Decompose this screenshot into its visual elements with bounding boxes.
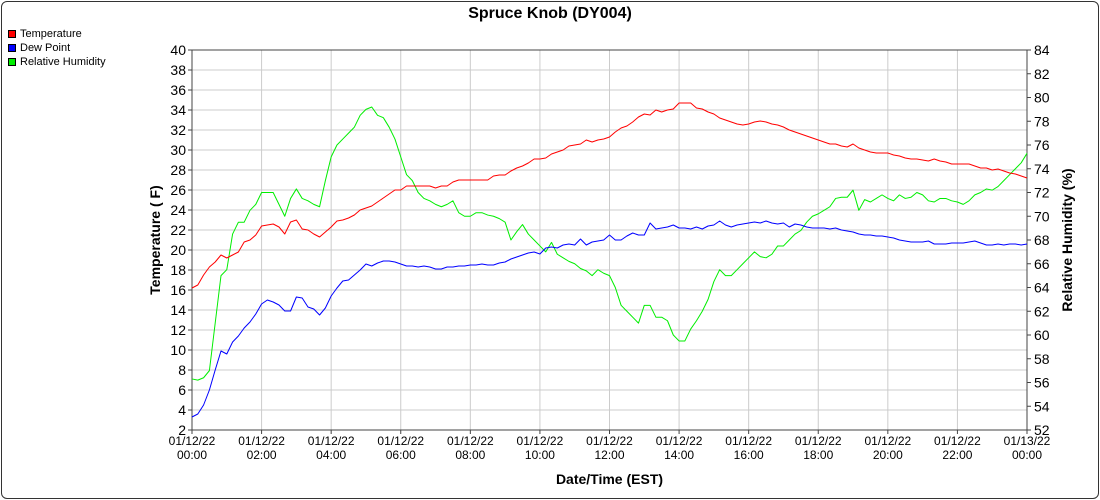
y-right-axis-title: Relative Humidity (%) [1059,168,1075,311]
dew-point-line [191,220,1028,418]
x-tick-label-date: 01/12/22 [169,434,216,448]
legend-label-dew-point: Dew Point [20,42,71,54]
temperature-line [191,102,1028,289]
x-tick-label-time: 08:00 [455,448,485,462]
legend: Temperature Dew Point Relative Humidity [8,27,106,69]
y-left-tick-label: 24 [170,202,186,218]
y-right-tick-label: 54 [1034,398,1050,414]
x-tick-label-time: 22:00 [942,448,972,462]
x-tick-label-date: 01/12/22 [447,434,494,448]
x-tick-label-time: 14:00 [664,448,694,462]
chart-title: Spruce Knob (DY004) [468,5,632,22]
x-tick-label-date: 01/12/22 [377,434,424,448]
y-left-tick-label: 10 [170,342,186,358]
y-right-tick-label: 84 [1034,42,1050,58]
y-left-tick-label: 34 [170,102,186,118]
y-left-tick-label: 18 [170,262,186,278]
x-tick-label-date: 01/12/22 [308,434,355,448]
legend-swatch-temperature [8,30,16,38]
x-tick-label-date: 01/12/22 [864,434,911,448]
legend-swatch-relative-humidity [8,58,16,66]
y-right-tick-label: 62 [1034,303,1050,319]
x-tick-label-date: 01/12/22 [238,434,285,448]
x-tick-label-time: 18:00 [803,448,833,462]
y-right-tick-label: 72 [1034,185,1050,201]
legend-item-temperature: Temperature [8,27,106,41]
y-left-tick-label: 6 [178,382,186,398]
x-tick-label-date: 01/12/22 [795,434,842,448]
x-tick-label-time: 02:00 [247,448,277,462]
y-right-tick-label: 78 [1034,113,1050,129]
y-right-tick-label: 68 [1034,232,1050,248]
y-left-tick-label: 40 [170,42,186,58]
y-right-tick-label: 66 [1034,256,1050,272]
y-right-tick-label: 80 [1034,90,1050,106]
y-left-tick-label: 36 [170,82,186,98]
y-right-tick-label: 76 [1034,137,1050,153]
y-left-tick-label: 8 [178,362,186,378]
legend-swatch-dew-point [8,44,16,52]
y-right-tick-label: 82 [1034,66,1050,82]
x-tick-label-time: 00:00 [1012,448,1042,462]
y-left-tick-label: 2 [178,422,186,438]
y-right-tick-label: 74 [1034,161,1050,177]
x-tick-label-time: 04:00 [316,448,346,462]
x-tick-label-time: 10:00 [525,448,555,462]
relative-humidity-line [191,106,1028,381]
y-right-tick-label: 70 [1034,208,1050,224]
x-tick-label-time: 12:00 [594,448,624,462]
y-left-tick-label: 32 [170,122,186,138]
y-left-tick-label: 30 [170,142,186,158]
y-left-tick-label: 38 [170,62,186,78]
x-tick-label-time: 16:00 [734,448,764,462]
x-tick-label-date: 01/12/22 [517,434,564,448]
x-tick-label-date: 01/13/22 [1004,434,1051,448]
y-left-tick-label: 4 [178,402,186,418]
y-right-tick-label: 56 [1034,375,1050,391]
x-tick-label-date: 01/12/22 [725,434,772,448]
legend-item-relative-humidity: Relative Humidity [8,55,106,69]
legend-item-dew-point: Dew Point [8,41,106,55]
y-right-tick-label: 52 [1034,422,1050,438]
x-tick-label-time: 06:00 [386,448,416,462]
x-tick-label-date: 01/12/22 [656,434,703,448]
y-right-tick-label: 58 [1034,351,1050,367]
y-right-tick-label: 64 [1034,280,1050,296]
y-left-tick-label: 14 [170,302,186,318]
y-left-tick-label: 22 [170,222,186,238]
y-left-tick-label: 12 [170,322,186,338]
x-tick-label-date: 01/12/22 [586,434,633,448]
y-left-tick-label: 28 [170,162,186,178]
y-left-tick-label: 20 [170,242,186,258]
y-left-tick-label: 26 [170,182,186,198]
y-left-tick-label: 16 [170,282,186,298]
legend-label-relative-humidity: Relative Humidity [20,56,106,68]
y-left-axis-title: Temperature ( F) [147,185,163,294]
x-tick-label-date: 01/12/22 [934,434,981,448]
legend-label-temperature: Temperature [20,28,82,40]
x-axis-title: Date/Time (EST) [556,471,663,487]
y-right-tick-label: 60 [1034,327,1050,343]
x-tick-label-time: 00:00 [177,448,207,462]
x-tick-label-time: 20:00 [873,448,903,462]
